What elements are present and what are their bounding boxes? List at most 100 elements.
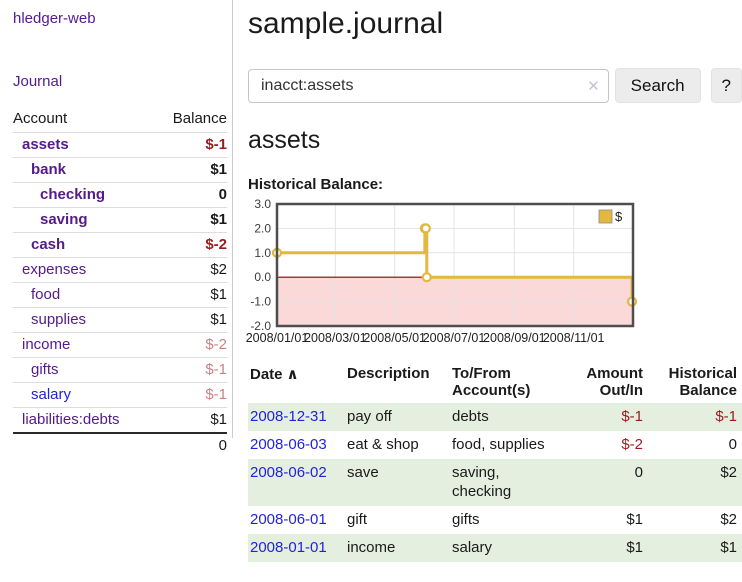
account-row: checking 0: [13, 182, 227, 207]
register-header-row: Date ∧ Description To/From Account(s) Amo…: [248, 362, 742, 403]
svg-text:3.0: 3.0: [254, 197, 271, 211]
transaction-date-link[interactable]: 2008-01-01: [250, 539, 327, 556]
transaction-accounts: debts: [452, 408, 489, 425]
transaction-balance: $2: [720, 464, 737, 481]
amount-column-header: Amount Out/In: [586, 365, 643, 399]
account-link-income[interactable]: income: [22, 336, 71, 353]
transaction-date-link[interactable]: 2008-12-31: [250, 408, 327, 425]
account-balance: $1: [210, 286, 227, 303]
sidebar-item-journal[interactable]: Journal: [13, 73, 63, 90]
account-row: food $1: [13, 282, 227, 307]
account-link-salary[interactable]: salary: [31, 386, 72, 403]
account-column-header: Account: [13, 110, 68, 127]
account-link-gifts[interactable]: gifts: [31, 361, 59, 378]
svg-text:2008/11/01: 2008/11/01: [543, 331, 605, 345]
search-box: ✕: [248, 68, 609, 103]
account-link-checking[interactable]: checking: [40, 186, 106, 203]
account-link-bank[interactable]: bank: [31, 161, 67, 178]
account-row: bank $1: [13, 157, 227, 182]
transaction-balance: 0: [728, 436, 737, 453]
transaction-accounts: gifts: [452, 511, 480, 528]
sidebar: hledger-web Journal Account Balance asse…: [0, 0, 233, 454]
svg-text:2.0: 2.0: [254, 221, 271, 235]
svg-text:-2.0: -2.0: [250, 319, 271, 333]
main-content: sample.journal ✕ Search ? assets Histori…: [246, 0, 742, 562]
accounts-table-header: Account Balance: [13, 107, 227, 132]
transaction-accounts: saving, checking: [452, 464, 512, 500]
svg-text:2008/09/01: 2008/09/01: [483, 331, 546, 345]
transaction-amount: $1: [626, 511, 643, 528]
account-link-food[interactable]: food: [31, 286, 61, 303]
app-title-link[interactable]: hledger-web: [13, 10, 96, 27]
account-balance: $2: [210, 261, 227, 278]
chart-title: Historical Balance:: [248, 176, 384, 193]
transaction-amount: $-1: [621, 408, 643, 425]
search-button[interactable]: Search: [614, 68, 701, 103]
account-balance: $-2: [205, 236, 227, 253]
account-balance: $-1: [205, 136, 227, 153]
transaction-description: income: [347, 539, 396, 556]
balance-column-header: Balance: [172, 110, 227, 127]
transaction-amount: 0: [634, 464, 643, 481]
account-link-liabilities-debts[interactable]: liabilities:debts: [22, 411, 120, 428]
search-form: ✕ Search ?: [248, 68, 742, 103]
svg-text:2008/01/01: 2008/01/01: [246, 331, 309, 345]
table-row: 2008-12-31 pay off debts $-1 $-1: [248, 403, 742, 431]
svg-text:1.0: 1.0: [254, 246, 271, 260]
account-link-supplies[interactable]: supplies: [31, 311, 87, 328]
transaction-description: pay off: [347, 408, 392, 425]
balance-column-header: Historical Balance: [668, 365, 737, 399]
account-row: income $-2: [13, 332, 227, 357]
account-link-expenses[interactable]: expenses: [22, 261, 87, 278]
svg-text:0.0: 0.0: [254, 270, 271, 284]
account-balance: $-1: [205, 361, 227, 378]
transaction-accounts: salary: [452, 539, 493, 556]
transaction-description: eat & shop: [347, 436, 419, 453]
transaction-description: save: [347, 464, 379, 481]
accounts-table: Account Balance assets $-1 bank $1 check…: [13, 107, 227, 458]
transaction-balance: $-1: [715, 408, 737, 425]
transaction-amount: $1: [626, 539, 643, 556]
table-row: 2008-06-03 eat & shop food, supplies $-2…: [248, 431, 742, 459]
sort-ascending-icon: ∧: [286, 366, 299, 383]
account-row: assets $-1: [13, 132, 227, 157]
account-row: expenses $2: [13, 257, 227, 282]
account-balance: $1: [210, 311, 227, 328]
accounts-total-balance: 0: [218, 437, 227, 454]
historical-balance-chart: $3.0 2.0 1.0 0.0 -1.0 -2.0 2008/01/01 2008/03/0…: [246, 197, 742, 350]
account-link-saving[interactable]: saving: [40, 211, 88, 228]
account-link-cash[interactable]: cash: [31, 236, 66, 253]
transaction-description: gift: [347, 511, 368, 528]
account-row: supplies $1: [13, 307, 227, 332]
table-row: 2008-06-02 save saving, checking 0 $2: [248, 459, 742, 506]
svg-text:2008/03/01: 2008/03/01: [304, 331, 367, 345]
search-input[interactable]: [248, 68, 609, 103]
account-balance: $1: [210, 161, 227, 178]
svg-text:2008/07/01: 2008/07/01: [423, 331, 486, 345]
description-column-header: Description: [347, 365, 430, 382]
account-balance: $1: [210, 411, 227, 428]
account-row: liabilities:debts $1: [13, 407, 227, 432]
transaction-date-link[interactable]: 2008-06-01: [250, 511, 327, 528]
transaction-accounts: food, supplies: [452, 436, 545, 453]
svg-text:$: $: [615, 209, 623, 224]
transaction-date-link[interactable]: 2008-06-03: [250, 436, 327, 453]
accounts-total-row: 0: [13, 432, 227, 458]
account-balance: 0: [218, 186, 227, 203]
account-row: saving $1: [13, 207, 227, 232]
table-row: 2008-01-01 income salary $1 $1: [248, 534, 742, 562]
svg-text:-1.0: -1.0: [250, 295, 271, 309]
transaction-amount: $-2: [621, 436, 643, 453]
account-row: salary $-1: [13, 382, 227, 407]
table-row: 2008-06-01 gift gifts $1 $2: [248, 506, 742, 534]
account-row: gifts $-1: [13, 357, 227, 382]
clear-search-icon[interactable]: ✕: [587, 77, 600, 95]
transaction-date-link[interactable]: 2008-06-02: [250, 464, 327, 481]
account-balance: $-1: [205, 386, 227, 403]
svg-text:2008/05/01: 2008/05/01: [363, 331, 426, 345]
transaction-balance: $2: [720, 511, 737, 528]
help-button[interactable]: ?: [710, 68, 742, 103]
date-column-header[interactable]: Date ∧: [248, 362, 345, 403]
account-link-assets[interactable]: assets: [22, 136, 69, 153]
date-header-label: Date: [250, 366, 283, 383]
